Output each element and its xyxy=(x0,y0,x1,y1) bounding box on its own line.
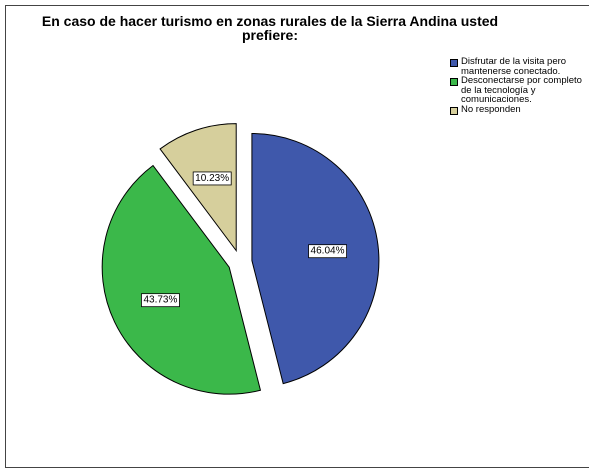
legend-label: No responden xyxy=(461,103,521,115)
data-label: 46.04% xyxy=(311,246,345,257)
label-box xyxy=(141,293,180,308)
label-box xyxy=(192,171,232,186)
legend-label: Disfrutar de la visita pero mantenerse c… xyxy=(461,56,567,77)
legend-swatch xyxy=(450,106,458,115)
label-box xyxy=(308,244,347,259)
legend: Disfrutar de la visita pero mantenerse c… xyxy=(450,57,589,115)
pie-slice xyxy=(101,164,262,395)
legend-swatch xyxy=(450,78,458,86)
chart-title: En caso de hacer turismo en zonas rurale… xyxy=(41,13,499,43)
pie-slice xyxy=(159,123,237,253)
legend-item: Disfrutar de la visita pero mantenerse c… xyxy=(450,57,589,76)
pie-slice xyxy=(251,133,380,385)
data-label: 10.23% xyxy=(195,173,229,184)
legend-item: No responden xyxy=(450,103,589,115)
legend-swatch xyxy=(450,59,458,67)
legend-label: Desconectarse por completo de la tecnolo… xyxy=(461,75,582,105)
data-label: 43.73% xyxy=(143,295,177,306)
legend-item: Desconectarse por completo de la tecnolo… xyxy=(450,76,589,105)
chart-frame xyxy=(5,5,589,468)
